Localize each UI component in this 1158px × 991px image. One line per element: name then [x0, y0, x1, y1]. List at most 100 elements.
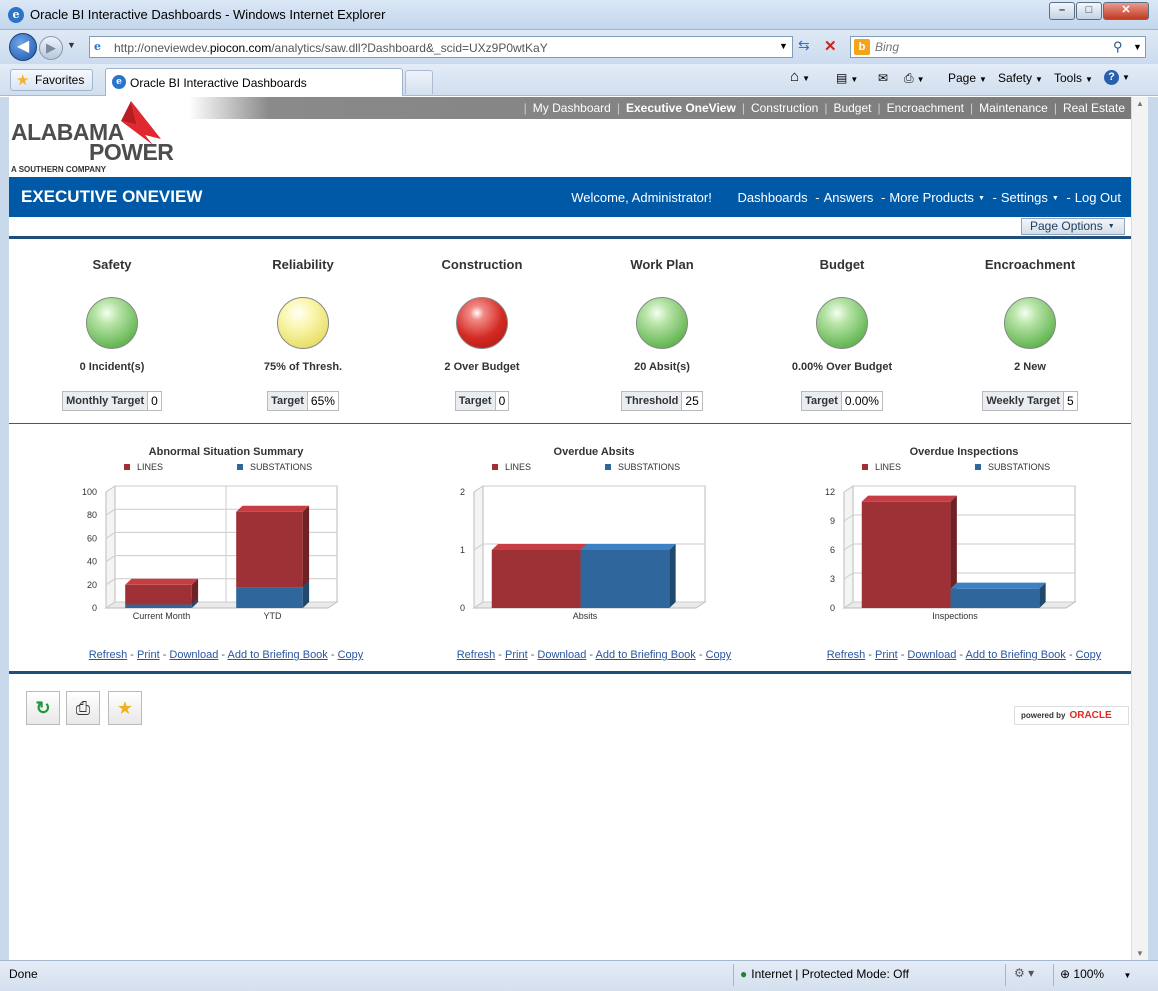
y-tick-label: 2	[460, 487, 465, 497]
star-plus-icon: ★	[116, 698, 134, 718]
search-input[interactable]	[875, 40, 1095, 54]
kpi-target: Monthly Target 0	[62, 391, 162, 411]
bar-lines	[861, 495, 957, 608]
print-link[interactable]: Print	[137, 649, 160, 661]
legend-swatch	[237, 464, 243, 470]
status-light-icon[interactable]	[816, 297, 868, 349]
page-content: | My Dashboard | Executive OneView | Construc…	[9, 97, 1131, 960]
copy-link[interactable]: Copy	[1075, 649, 1102, 661]
window-titlebar: e Oracle BI Interactive Dashboards - Win…	[0, 0, 1158, 30]
page-icon: e	[94, 40, 101, 53]
status-light-icon[interactable]	[86, 297, 138, 349]
top-nav-item-executive-oneview[interactable]: Executive OneView	[625, 101, 736, 115]
top-nav-separator: |	[969, 101, 974, 115]
status-text: Done	[9, 967, 38, 981]
minimize-button[interactable]: –	[1049, 2, 1075, 20]
chart-overdue-inspections[interactable]: Overdue Inspections LINES SUBSTATIONS 0 3 6 9 1…	[779, 444, 1149, 644]
vertical-scrollbar[interactable]: ▲ ▼	[1131, 97, 1148, 960]
refresh-link[interactable]: Refresh	[456, 649, 496, 661]
forward-button[interactable]: ▶	[39, 36, 63, 60]
kpi-target-label: Weekly Target	[983, 392, 1064, 410]
x-tick-label: YTD	[264, 611, 283, 621]
logout-link[interactable]: Log Out	[1074, 190, 1121, 205]
copy-link[interactable]: Copy	[337, 649, 364, 661]
security-zone[interactable]: ● Internet | Protected Mode: Off	[740, 967, 909, 981]
tab-oracle-bi[interactable]: e Oracle BI Interactive Dashboards	[105, 68, 403, 96]
close-button[interactable]: ✕	[1103, 2, 1149, 20]
dashboards-link[interactable]: Dashboards	[737, 190, 808, 205]
settings-dropdown-icon[interactable]: ▼	[1051, 195, 1059, 202]
stop-icon[interactable]: ✕	[824, 38, 837, 55]
answers-link[interactable]: Answers	[823, 190, 874, 205]
legend-swatch	[124, 464, 130, 470]
legend-label: LINES	[875, 462, 901, 472]
maximize-button[interactable]: □	[1076, 2, 1102, 20]
y-tick-label: 0	[92, 603, 97, 613]
top-nav-item-budget[interactable]: Budget	[833, 101, 872, 115]
url-text[interactable]: http://oneviewdev.piocon.com/analytics/s…	[114, 41, 548, 55]
legend-swatch	[975, 464, 981, 470]
back-button[interactable]: ◀	[9, 33, 37, 61]
y-tick-label: 9	[830, 516, 835, 526]
status-light-icon[interactable]	[277, 297, 329, 349]
refresh-link[interactable]: Refresh	[826, 649, 866, 661]
feeds-icon[interactable]: ▤ ▼	[836, 71, 859, 85]
add-favorite-button[interactable]: ★	[108, 691, 142, 725]
top-nav-item-encroachment[interactable]: Encroachment	[886, 101, 964, 115]
tools-menu[interactable]: Tools ▼	[1054, 71, 1093, 85]
print-link[interactable]: Print	[505, 649, 528, 661]
refresh-icon[interactable]: ⇆	[798, 37, 810, 53]
download-link[interactable]: Download	[537, 649, 587, 661]
search-icon[interactable]: ⚲	[1113, 39, 1123, 54]
page-menu[interactable]: Page ▼	[948, 71, 987, 85]
scroll-down-icon[interactable]: ▼	[1136, 949, 1144, 958]
search-box[interactable]: b ⚲ ▼	[850, 36, 1146, 58]
help-icon[interactable]: ? ▼	[1104, 69, 1130, 85]
safety-menu[interactable]: Safety ▼	[998, 71, 1043, 85]
address-input[interactable]: e http://oneviewdev.piocon.com/analytics…	[89, 36, 793, 58]
ie-logo-icon: e	[8, 7, 24, 23]
legend-label: LINES	[137, 462, 163, 472]
top-nav-item-maintenance[interactable]: Maintenance	[979, 101, 1048, 115]
settings-link[interactable]: Settings	[1000, 190, 1048, 205]
refresh-page-button[interactable]: ↻	[26, 691, 60, 725]
more-products-dropdown-icon[interactable]: ▼	[977, 195, 985, 202]
page-options-button[interactable]: Page Options ▼	[1021, 218, 1125, 235]
copy-link[interactable]: Copy	[705, 649, 732, 661]
protected-mode-icon[interactable]: ⚙ ▾	[1014, 966, 1035, 980]
status-light-icon[interactable]	[456, 297, 508, 349]
print-page-button[interactable]: ⎙	[66, 691, 100, 725]
briefing-book-link[interactable]: Add to Briefing Book	[227, 649, 328, 661]
kpi-target: Threshold 25	[621, 391, 703, 411]
search-dropdown-icon[interactable]: ▼	[1133, 42, 1142, 52]
home-icon[interactable]: ⌂ ▼	[790, 68, 810, 85]
status-light-icon[interactable]	[636, 297, 688, 349]
header-nav: Welcome, Administrator! Dashboards - Answ…	[571, 190, 1121, 205]
chart-overdue-absits[interactable]: Overdue Absits LINES SUBSTATIONS 0 1 2 Absits	[409, 444, 779, 644]
top-nav-separator: |	[877, 101, 881, 115]
scroll-up-icon[interactable]: ▲	[1136, 99, 1144, 108]
zoom-level[interactable]: ⊕ 100% ▼	[1060, 967, 1132, 981]
top-nav-item-construction[interactable]: Construction	[750, 101, 819, 115]
briefing-book-link[interactable]: Add to Briefing Book	[965, 649, 1066, 661]
refresh-link[interactable]: Refresh	[88, 649, 128, 661]
top-nav-item-my-dashboard[interactable]: My Dashboard	[532, 101, 611, 115]
briefing-book-link[interactable]: Add to Briefing Book	[595, 649, 696, 661]
kpi-value: 0 Incident(s)	[79, 361, 145, 373]
download-link[interactable]: Download	[169, 649, 219, 661]
dashboard-header: EXECUTIVE ONEVIEW Welcome, Administrator…	[9, 177, 1131, 217]
chart-abnormal-situation-summary[interactable]: Abnormal Situation Summary LINES SUBSTATIO…	[41, 444, 411, 644]
top-nav-separator: |	[824, 101, 828, 115]
more-products-link[interactable]: More Products	[889, 190, 974, 205]
print-icon[interactable]: ⎙ ▼	[904, 71, 925, 85]
print-link[interactable]: Print	[875, 649, 898, 661]
new-tab-button[interactable]	[405, 70, 433, 94]
top-nav-item-real-estate[interactable]: Real Estate	[1062, 101, 1125, 115]
favorites-button[interactable]: ★ Favorites	[10, 69, 94, 91]
logo-southern: A SOUTHERN COMPANY	[11, 165, 107, 174]
url-dropdown-icon[interactable]: ▼	[779, 41, 788, 51]
mail-icon[interactable]: ✉	[878, 71, 889, 85]
download-link[interactable]: Download	[907, 649, 957, 661]
history-dropdown-icon[interactable]: ▼	[67, 40, 76, 50]
status-light-icon[interactable]	[1004, 297, 1056, 349]
